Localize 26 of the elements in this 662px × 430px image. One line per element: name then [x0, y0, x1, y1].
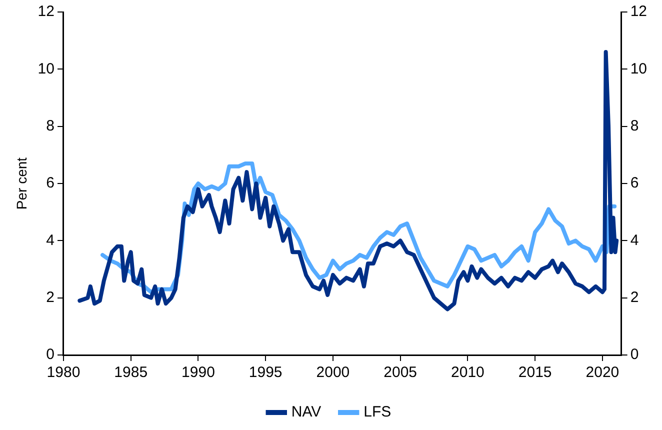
y-tick-label: 12: [38, 3, 54, 20]
x-tick-label: 2020: [586, 364, 620, 382]
y-tick-label: 8: [46, 117, 54, 134]
y2-tick-label: 12: [630, 3, 648, 20]
x-tick-label: 1990: [182, 364, 215, 382]
y-axis-title: Per cent: [13, 157, 30, 210]
x-tick-label: 1985: [114, 364, 148, 382]
y-tick-label: 2: [46, 288, 54, 306]
y2-tick-label: 10: [630, 60, 648, 78]
x-tick-label: 2015: [518, 364, 552, 382]
y-tick-label: 4: [46, 232, 54, 249]
x-tick-label: 1980: [46, 364, 80, 382]
y2-tick-label: 8: [630, 117, 639, 134]
y2-tick-label: 4: [630, 232, 639, 249]
y2-tick-label: 0: [630, 346, 639, 364]
x-tick-label: 1995: [248, 364, 282, 382]
legend-label: LFS: [364, 404, 392, 421]
y2-tick-label: 2: [630, 288, 639, 306]
y2-tick-label: 6: [630, 174, 639, 192]
y-tick-label: 10: [38, 60, 54, 78]
y-tick-label: 6: [46, 174, 54, 192]
y-tick-label: 0: [46, 346, 54, 364]
x-tick-label: 2005: [384, 364, 418, 382]
x-tick-label: 2000: [316, 364, 350, 382]
legend-label: NAV: [291, 404, 322, 421]
x-tick-label: 2010: [451, 364, 484, 382]
